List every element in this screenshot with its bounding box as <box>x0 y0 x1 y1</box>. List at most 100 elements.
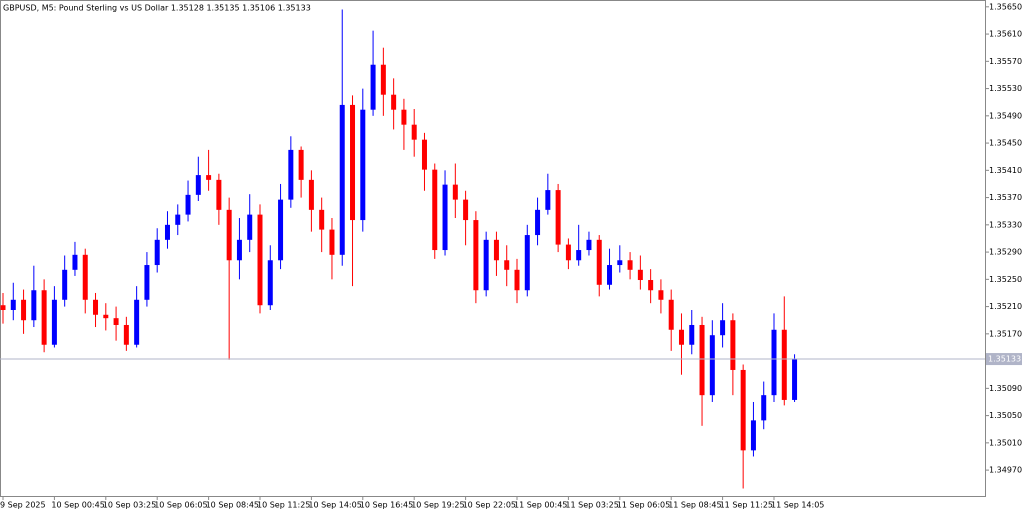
x-tick-label: 9 Sep 2025 <box>0 501 46 510</box>
candle-body <box>164 224 170 240</box>
candle-body <box>257 214 263 306</box>
candle-body <box>545 190 551 210</box>
candle-body <box>123 324 129 345</box>
candle-body <box>380 64 386 95</box>
y-tick-label: 1.35610 <box>989 30 1022 39</box>
y-tick-label: 1.35050 <box>989 411 1022 420</box>
candle-body <box>288 149 294 200</box>
x-tick-label: 10 Sep 03:25 <box>103 501 156 510</box>
candle-body <box>740 369 746 451</box>
x-tick-label: 10 Sep 11:25 <box>257 501 310 510</box>
candle-body <box>267 260 273 306</box>
candle-body <box>617 260 623 266</box>
y-tick-label: 1.35010 <box>989 438 1022 447</box>
candle-body <box>93 299 99 315</box>
candle-body <box>113 318 119 325</box>
candle-body <box>154 239 160 266</box>
x-tick-label: 10 Sep 19:25 <box>411 501 464 510</box>
candle-body <box>329 229 335 255</box>
y-tick-label: 1.35650 <box>989 2 1022 11</box>
plot-frame <box>0 0 986 497</box>
candle-body <box>699 324 705 396</box>
candle-body <box>391 94 397 110</box>
x-tick-label: 11 Sep 14:05 <box>771 501 824 510</box>
candle-body <box>555 190 561 245</box>
candle-body <box>10 299 16 310</box>
candle-body <box>411 124 417 140</box>
x-tick-label: 10 Sep 00:45 <box>51 501 104 510</box>
x-tick-label: 11 Sep 11:25 <box>720 501 773 510</box>
y-tick-label: 1.35570 <box>989 57 1022 66</box>
candle-body <box>360 109 366 221</box>
candle-body <box>709 335 715 396</box>
current-price-box <box>986 353 1022 366</box>
candle-body <box>576 250 582 261</box>
x-tick-label: 11 Sep 00:45 <box>514 501 567 510</box>
candle-body <box>463 199 469 221</box>
candle-body <box>596 239 602 285</box>
x-tick-label: 10 Sep 06:05 <box>154 501 207 510</box>
candle-body <box>350 104 356 221</box>
candle-body <box>339 104 345 255</box>
candle-body <box>504 260 510 270</box>
y-tick-label: 1.35170 <box>989 329 1022 338</box>
chart-title: GBPUSD, M5: Pound Sterling vs US Dollar … <box>3 4 311 13</box>
y-tick-label: 1.35210 <box>989 302 1022 311</box>
x-tick-label: 10 Sep 08:45 <box>206 501 259 510</box>
candle-body <box>206 175 212 180</box>
candle-body <box>134 299 140 345</box>
candle-body <box>586 239 592 251</box>
x-tick-label: 11 Sep 03:25 <box>565 501 618 510</box>
candle-body <box>0 305 6 310</box>
candle-body <box>175 214 181 225</box>
candle-body <box>535 209 541 236</box>
y-tick-label: 1.35090 <box>989 384 1022 393</box>
candle-body <box>21 299 27 321</box>
candle-body <box>62 269 68 300</box>
y-tick-label: 1.35450 <box>989 139 1022 148</box>
candle-body <box>473 220 479 291</box>
x-tick-label: 10 Sep 22:05 <box>463 501 516 510</box>
candle-body <box>432 169 438 251</box>
candle-body <box>51 299 57 345</box>
candle-body <box>72 254 78 270</box>
candle-body <box>493 239 499 261</box>
candle-body <box>31 290 37 321</box>
candle-body <box>730 320 736 370</box>
candle-body <box>792 359 798 400</box>
x-tick-label: 10 Sep 14:05 <box>308 501 361 510</box>
candle-body <box>658 290 664 300</box>
candle-body <box>678 329 684 345</box>
y-tick-label: 1.35410 <box>989 166 1022 175</box>
y-tick-label: 1.34970 <box>989 466 1022 475</box>
candle-body <box>319 209 325 230</box>
x-tick-label: 10 Sep 16:45 <box>360 501 413 510</box>
candle-body <box>565 244 571 261</box>
candle-body <box>627 260 633 270</box>
candle-body <box>720 320 726 336</box>
y-tick-label: 1.35330 <box>989 220 1022 229</box>
candle-body <box>216 179 222 210</box>
candle-body <box>524 235 530 291</box>
candle-body <box>401 109 407 125</box>
candle-body <box>278 199 284 261</box>
candle-body <box>226 209 232 261</box>
y-tick-label: 1.35290 <box>989 248 1022 257</box>
candle-body <box>771 329 777 396</box>
candle-body <box>781 329 787 400</box>
y-tick-label: 1.35370 <box>989 193 1022 202</box>
y-tick-label: 1.35250 <box>989 275 1022 284</box>
candle-body <box>689 324 695 345</box>
y-tick-label: 1.35530 <box>989 84 1022 93</box>
candle-body <box>750 420 756 451</box>
candle-body <box>668 299 674 330</box>
candle-body <box>370 64 376 110</box>
candle-body <box>308 179 314 210</box>
candle-body <box>41 290 47 345</box>
current-price-label: 1.35133 <box>988 355 1021 364</box>
candle-body <box>514 269 520 291</box>
candle-body <box>607 265 613 285</box>
candle-body <box>442 184 448 251</box>
candle-body <box>483 239 489 291</box>
